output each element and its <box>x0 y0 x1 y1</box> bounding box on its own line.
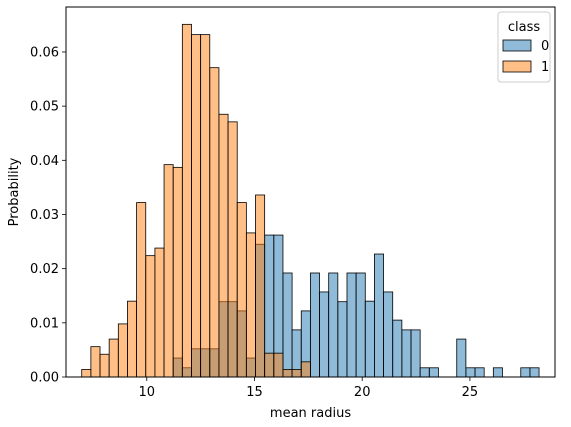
bar-series-1-bin-24 <box>300 361 311 378</box>
bar-series-1-bin-3 <box>108 338 119 378</box>
bar-series-1-bin-1 <box>90 346 101 378</box>
legend-swatch-1 <box>502 60 532 73</box>
y-tick-label: 0.06 <box>30 45 59 60</box>
bar-series-1-bin-18 <box>245 232 256 378</box>
bar-series-1-bin-4 <box>117 323 128 378</box>
bar-series-1-bin-13 <box>200 34 211 378</box>
bar-series-0-bin-31 <box>364 300 375 378</box>
x-axis: 10 15 20 25 <box>139 377 479 400</box>
y-axis-label: Probability <box>7 157 22 226</box>
y-axis: 0.00 0.01 0.02 0.03 0.04 0.05 0.06 <box>30 45 66 386</box>
x-tick-label: 25 <box>462 385 479 400</box>
bar-series-1-bin-19 <box>255 194 266 378</box>
y-tick-label: 0.04 <box>30 154 59 169</box>
bar-series-0-bin-34 <box>392 319 403 378</box>
bar-series-0-bin-22 <box>282 272 293 378</box>
bar-series-1-bin-14 <box>209 67 220 378</box>
bar-series-1-bin-17 <box>236 202 247 378</box>
bar-series-0-bin-29 <box>346 272 357 378</box>
bar-series-0-bin-32 <box>374 253 384 378</box>
bar-series-1-bin-2 <box>99 353 110 378</box>
axes-frame <box>65 6 556 378</box>
bar-series-1-bin-7 <box>145 255 156 378</box>
legend-entries: 01 <box>502 39 549 75</box>
bar-series-1-bin-10 <box>172 166 183 378</box>
bar-series-1-bin-16 <box>227 121 238 378</box>
bar-series-0-bin-48 <box>520 367 531 378</box>
bar-series-0-bin-38 <box>428 367 439 378</box>
bar-series-1-bin-9 <box>163 164 174 378</box>
bar-series-0-bin-42 <box>465 367 476 378</box>
y-tick-label: 0.05 <box>30 100 59 115</box>
y-tick-label: 0.00 <box>30 371 59 386</box>
y-tick-label: 0.01 <box>30 316 59 331</box>
bar-series-0-bin-49 <box>529 367 540 378</box>
bar-series-1-bin-20 <box>264 352 275 378</box>
legend-title: class <box>508 20 540 35</box>
x-tick-label: 15 <box>246 385 263 400</box>
bar-series-1-bin-6 <box>136 202 147 378</box>
legend-label-1: 1 <box>541 60 549 75</box>
bar-series-0-bin-43 <box>474 367 485 378</box>
bar-series-1-bin-11 <box>181 23 192 378</box>
bar-series-0-bin-25 <box>309 272 320 378</box>
series-1-bars <box>81 23 311 378</box>
bar-series-1-bin-15 <box>218 113 229 378</box>
x-tick-label: 20 <box>354 385 371 400</box>
bar-series-0-bin-45 <box>492 367 503 378</box>
bar-series-1-bin-5 <box>127 300 138 378</box>
legend: class 01 <box>497 11 551 83</box>
bar-series-1-bin-22 <box>282 369 293 378</box>
bar-series-1-bin-0 <box>81 369 92 378</box>
y-tick-label: 0.03 <box>30 208 59 223</box>
legend-swatch-0 <box>502 39 532 52</box>
bar-series-0-bin-27 <box>328 272 339 378</box>
bar-series-0-bin-41 <box>456 338 467 378</box>
bar-series-0-bin-37 <box>419 367 430 378</box>
bar-series-0-bin-33 <box>383 291 394 378</box>
bar-series-1-bin-12 <box>191 34 202 378</box>
bar-series-0-bin-30 <box>355 272 366 378</box>
bar-series-0-bin-35 <box>401 329 412 378</box>
bar-series-1-bin-8 <box>154 247 165 378</box>
legend-label-0: 0 <box>541 39 549 54</box>
bar-series-0-bin-26 <box>319 291 330 378</box>
bar-series-1-bin-23 <box>291 369 302 378</box>
bar-series-1-bin-21 <box>273 352 284 378</box>
bar-series-0-bin-36 <box>410 329 421 378</box>
bar-series-0-bin-28 <box>337 301 348 378</box>
x-axis-label: mean radius <box>270 406 351 421</box>
x-tick-label: 10 <box>139 385 156 400</box>
y-tick-label: 0.02 <box>30 262 59 277</box>
